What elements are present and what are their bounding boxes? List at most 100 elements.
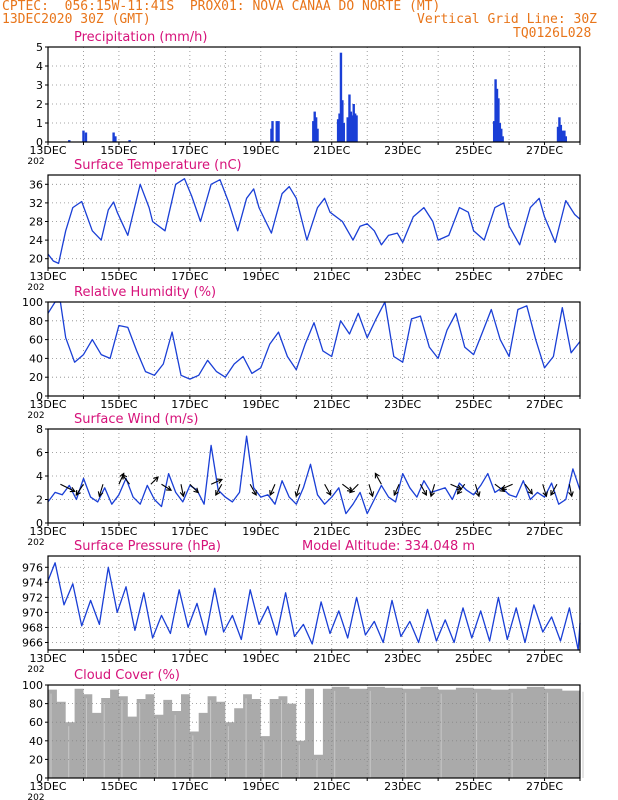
y-tick-label: 0	[36, 390, 43, 403]
y-tick-label: 4	[36, 470, 43, 483]
wind-arrow-head	[216, 478, 223, 484]
wind-arrow	[215, 483, 223, 496]
wind-arrow-head	[527, 488, 533, 495]
y-tick-label: 3	[36, 79, 43, 92]
wind-arrow	[550, 483, 558, 496]
y-tick-label: 60	[29, 716, 43, 729]
precip-bar	[561, 130, 564, 142]
wind-arrow-head	[69, 487, 76, 493]
wind-arrow	[324, 483, 332, 496]
panel-frame	[47, 684, 581, 779]
precip-bar	[68, 140, 71, 142]
wind-arrow-head	[550, 490, 556, 497]
x-tick-label: 17DEC	[171, 652, 208, 665]
panel-precip: 0 1 2 3 4 5 13DEC 15DEC 17DEC 19DEC 21DEC 23DEC 25DE…	[27, 30, 581, 167]
precip-bar	[341, 100, 344, 142]
wind-arrow	[374, 473, 382, 485]
wind-arrow	[295, 484, 301, 497]
precip-bar	[559, 124, 563, 142]
wind-arrow	[542, 484, 547, 497]
wind-arrow-head	[421, 490, 427, 497]
x-tick-label: 21DEC	[313, 270, 350, 283]
wind-arrow	[150, 476, 159, 485]
precip-bar	[348, 94, 351, 142]
y-tick-label: 5	[36, 41, 43, 54]
wind-arrow	[249, 483, 257, 496]
wind-arrow	[568, 484, 573, 497]
x-tick-label: 23DEC	[384, 780, 421, 793]
wind-arrow	[349, 483, 359, 494]
wind-arrow	[393, 484, 400, 496]
header-code: TQ0126L028	[513, 26, 592, 41]
x-year-stub: 202	[27, 283, 44, 293]
precip-bar	[500, 128, 503, 142]
precip-bar	[355, 115, 358, 142]
y-tick-label: 974	[22, 576, 43, 589]
wind-arrow	[75, 483, 84, 496]
x-year-stub: 202	[27, 157, 44, 167]
precip-bar	[556, 126, 560, 142]
y-tick-label: 0	[36, 136, 43, 149]
x-tick-label: 15DEC	[100, 525, 137, 538]
panel-title-precip: Precipitation (mm/h)	[74, 30, 207, 45]
wind-arrow-head	[326, 490, 332, 497]
x-tick-label: 25DEC	[455, 398, 492, 411]
x-tick-label: 27DEC	[526, 525, 563, 538]
wind-arrow-head	[251, 490, 257, 497]
wind-arrow	[501, 483, 513, 490]
precip-bar	[339, 52, 343, 143]
precip-bar	[316, 128, 319, 142]
y-tick-label: 2	[36, 494, 43, 507]
y-tick-label: 0	[36, 517, 43, 530]
x-tick-label: 25DEC	[455, 780, 492, 793]
x-tick-label: 13DEC	[29, 525, 66, 538]
wind-arrow	[494, 483, 505, 492]
header-date: 13DEC2020 30Z (GMT)	[2, 12, 151, 27]
panel-title-cloud: Cloud Cover (%)	[74, 668, 180, 683]
x-tick-label: 17DEC	[171, 270, 208, 283]
wind-arrow-head	[542, 491, 548, 498]
wind-arrow	[419, 483, 427, 496]
series-line-pres	[47, 562, 581, 651]
panel-title-pres: Surface Pressure (hPa)	[74, 539, 221, 554]
panel-frame	[47, 301, 581, 397]
x-tick-label: 19DEC	[242, 525, 279, 538]
panel-pres: 966 968 970 972 974 976 13DEC 15DEC 17DEC 19DEC 21…	[22, 539, 581, 675]
x-tick-label: 21DEC	[313, 652, 350, 665]
precip-bar	[313, 111, 316, 142]
precip-bar	[492, 121, 496, 142]
x-tick-label: 13DEC	[29, 398, 66, 411]
x-tick-label: 27DEC	[526, 652, 563, 665]
wind-arrow-head	[269, 489, 275, 497]
y-tick-label: 2	[36, 98, 43, 111]
precip-bar	[275, 121, 278, 142]
wind-arrow	[524, 483, 533, 495]
precip-bar	[494, 79, 497, 142]
y-tick-label: 20	[29, 253, 43, 266]
precip-bar	[82, 130, 85, 142]
x-tick-label: 21DEC	[313, 780, 350, 793]
y-tick-label: 24	[29, 234, 43, 247]
wind-arrow-head	[368, 491, 375, 498]
y-tick-label: 0	[36, 772, 43, 785]
wind-arrow-head	[346, 486, 353, 493]
x-tick-label: 19DEC	[242, 652, 279, 665]
panel-rh: 0 20 40 60 80 100 13DEC 15DEC 17DEC 19DEC 21DEC 23D…	[22, 285, 581, 421]
x-tick-label: 19DEC	[242, 398, 279, 411]
x-tick-label: 21DEC	[313, 398, 350, 411]
y-tick-label: 60	[29, 334, 43, 347]
x-tick-label: 23DEC	[384, 652, 421, 665]
x-tick-label: 23DEC	[384, 525, 421, 538]
wind-arrow	[450, 483, 462, 490]
x-tick-label: 27DEC	[526, 144, 563, 157]
x-tick-label: 17DEC	[171, 398, 208, 411]
wind-arrow	[161, 483, 172, 491]
x-tick-label: 23DEC	[384, 144, 421, 157]
precip-bar	[349, 111, 353, 142]
x-tick-label: 13DEC	[29, 270, 66, 283]
x-tick-label: 23DEC	[384, 398, 421, 411]
y-tick-label: 972	[22, 591, 43, 604]
precip-bar	[353, 113, 357, 142]
wind-arrow-head	[568, 491, 574, 498]
x-tick-label: 23DEC	[384, 270, 421, 283]
